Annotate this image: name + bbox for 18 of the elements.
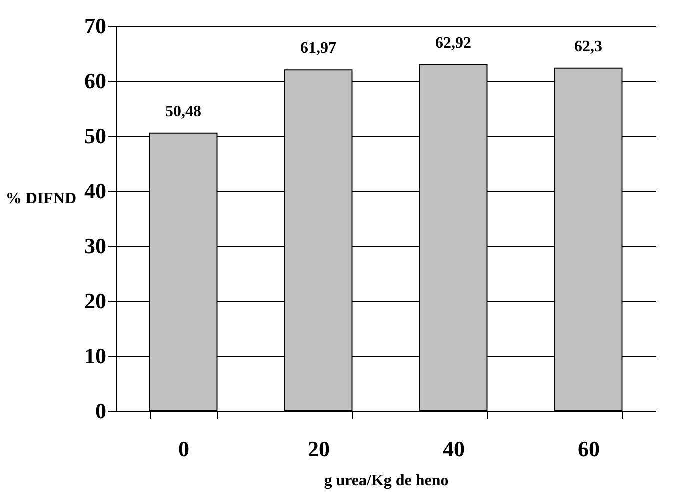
data-label: 62,3 <box>574 38 602 56</box>
x-axis-title: g urea/Kg de heno <box>324 472 449 490</box>
data-label: 62,92 <box>436 34 472 52</box>
y-tick-label: 0 <box>96 398 106 424</box>
y-tick-label: 10 <box>84 344 106 368</box>
data-label: 61,97 <box>300 40 336 58</box>
y-axis-title: % DIFND <box>6 190 76 208</box>
y-tick-label: 70 <box>84 14 106 38</box>
x-tick-label: 0 <box>178 436 190 462</box>
x-tick-label: 20 <box>308 436 330 462</box>
y-tick-label: 60 <box>84 68 106 94</box>
y-tick-label: 20 <box>84 288 106 314</box>
x-tick-label: 60 <box>578 436 600 462</box>
y-tick-label: 40 <box>84 178 106 204</box>
data-label: 50,48 <box>166 103 202 120</box>
y-tick-label: 50 <box>84 124 106 148</box>
x-tick-label: 40 <box>443 436 465 462</box>
y-tick-label: 30 <box>84 234 106 258</box>
